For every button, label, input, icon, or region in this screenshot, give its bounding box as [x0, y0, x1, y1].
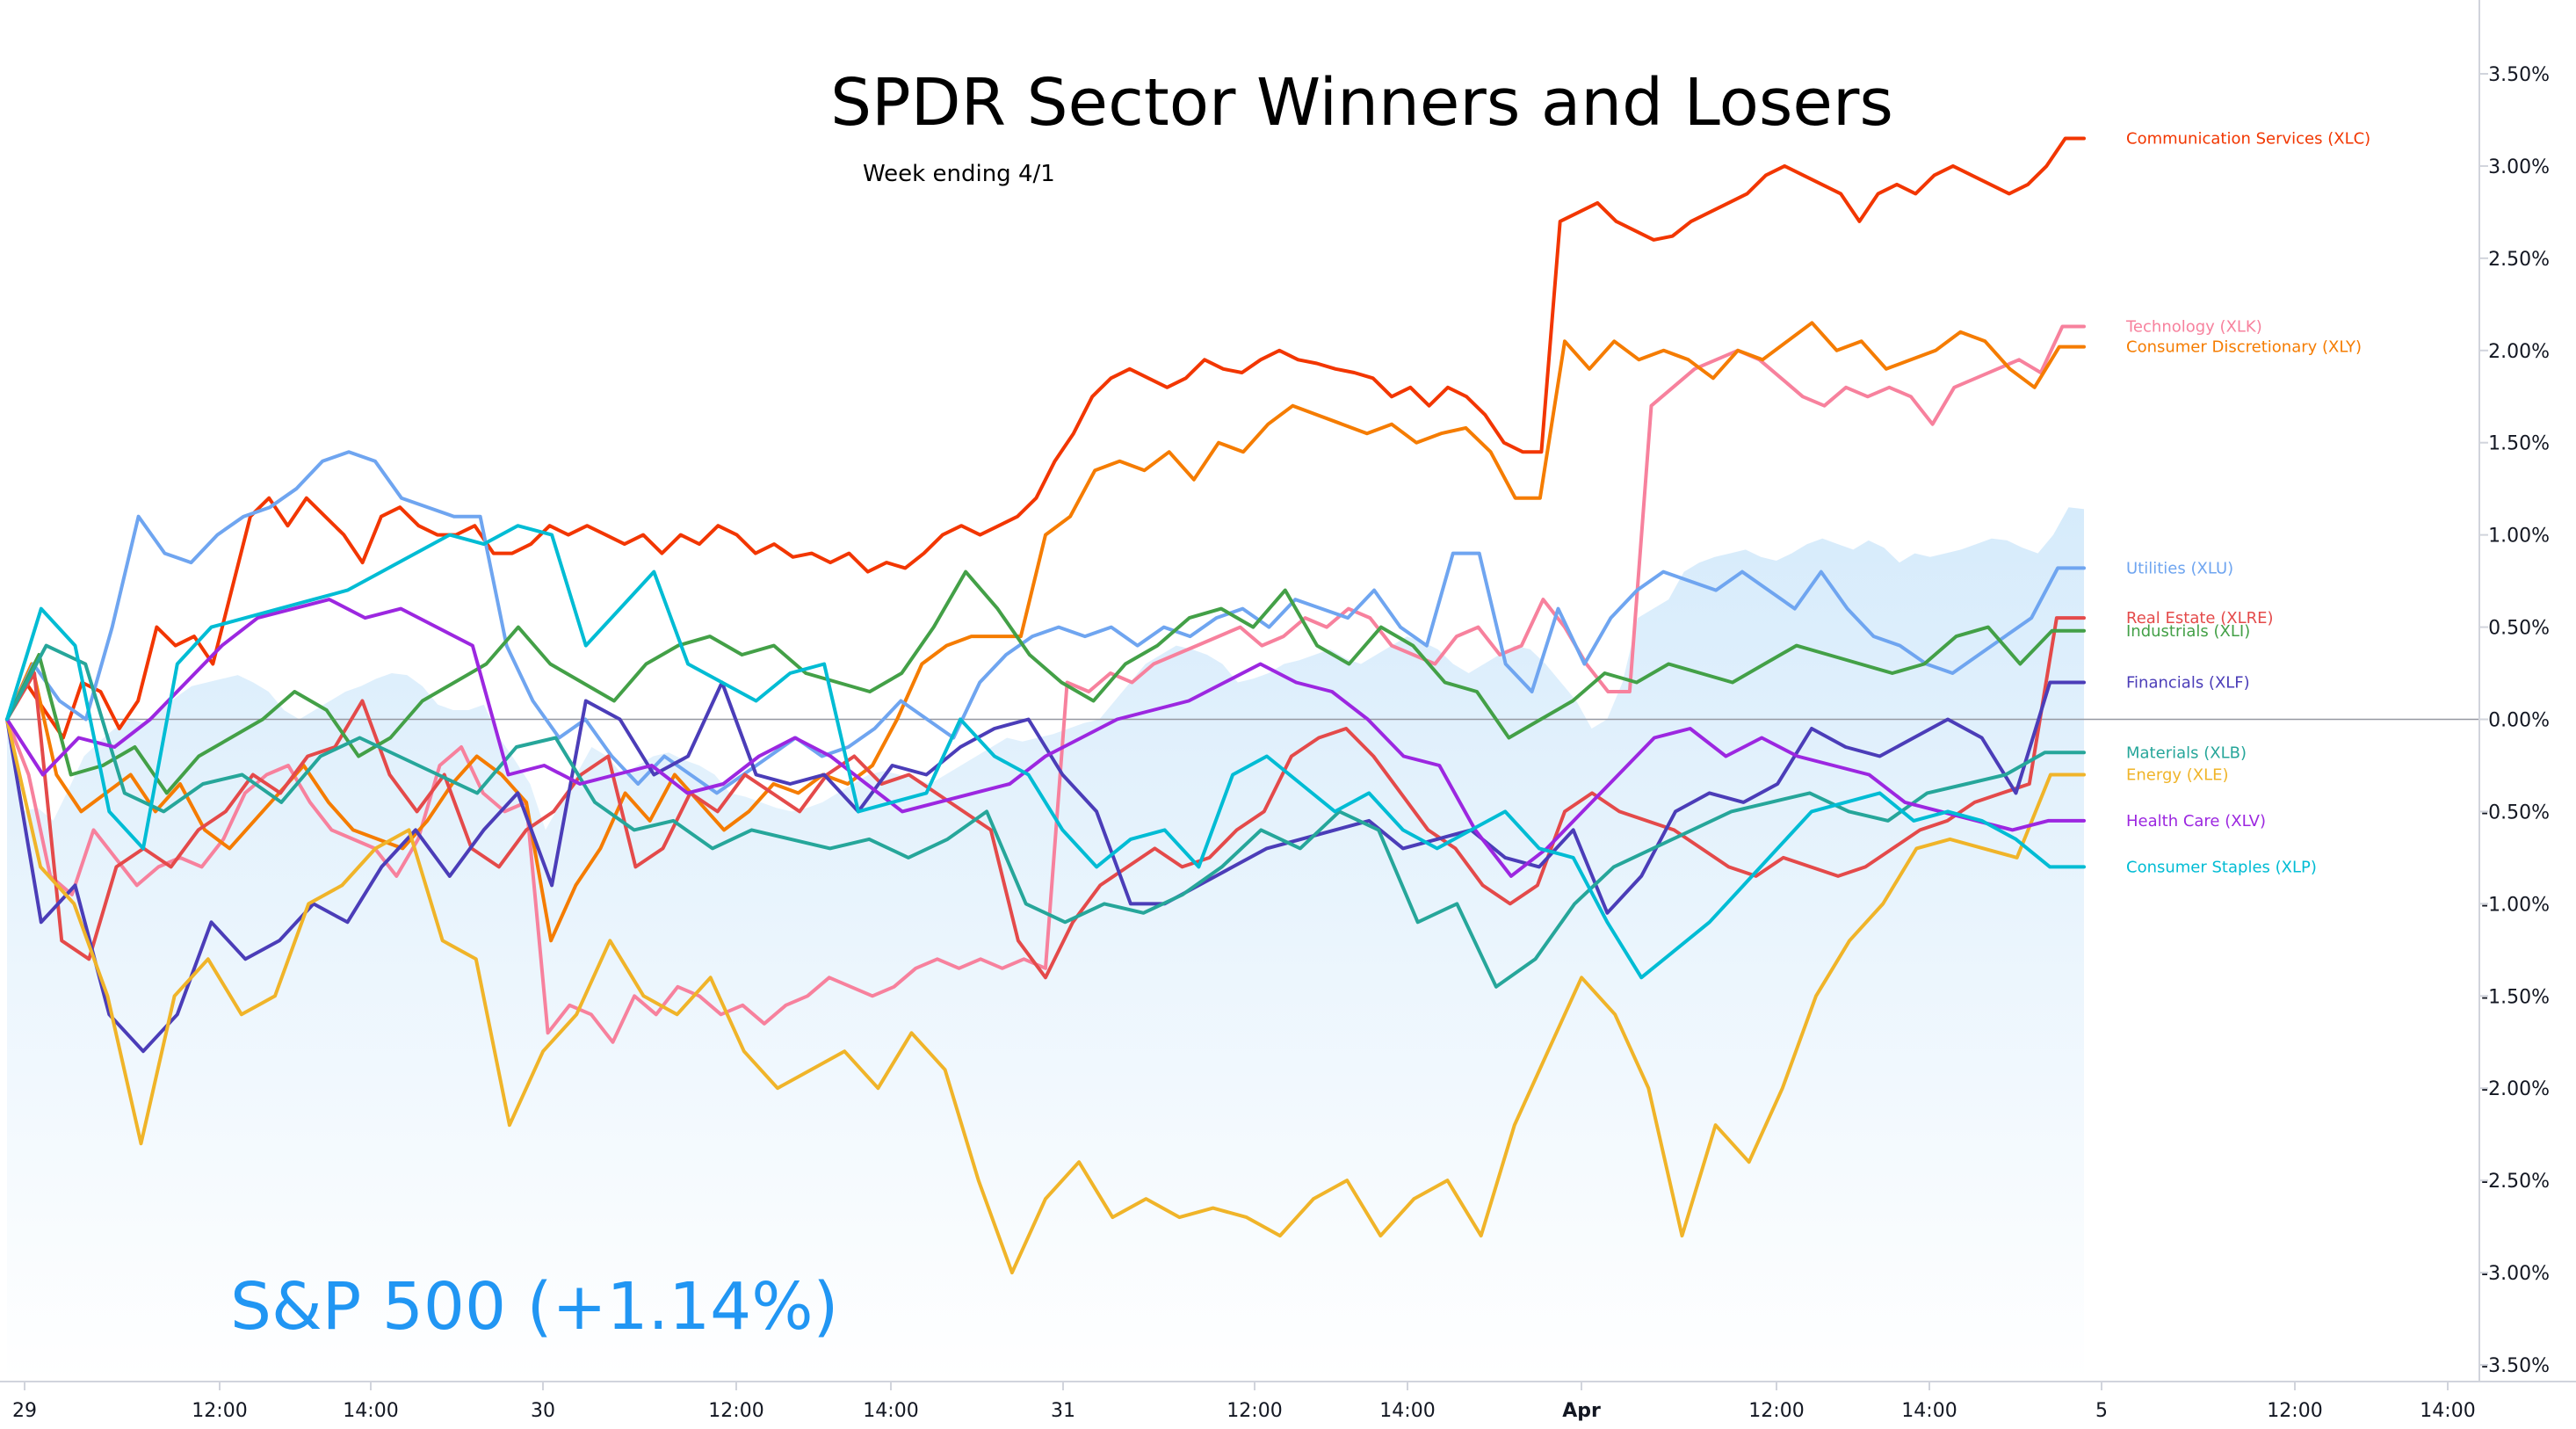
series-line-8	[5, 717, 2086, 1275]
x-tick-label-9: Apr	[1562, 1400, 1601, 1422]
series-line-2	[5, 321, 2086, 943]
x-tick-label-8: 14:00	[1379, 1400, 1435, 1422]
x-tick-label-2: 14:00	[343, 1400, 398, 1422]
y-tick-label-14: -3.50%	[2481, 1355, 2550, 1377]
y-tick-label-6: 0.50%	[2488, 618, 2550, 640]
y-tick-label-3: 2.00%	[2488, 341, 2550, 363]
series-line-6	[5, 680, 2086, 1054]
x-tick-label-3: 30	[531, 1400, 555, 1422]
chart-subtitle: Week ending 4/1	[863, 161, 1055, 187]
y-tick-label-13: -3.00%	[2481, 1263, 2550, 1285]
series-line-3	[5, 450, 2086, 795]
x-tick-label-5: 14:00	[863, 1400, 918, 1422]
x-tick-label-1: 12:00	[192, 1400, 247, 1422]
series-label-5: Industrials (XLI)	[2126, 622, 2250, 641]
y-tick-label-0: 3.50%	[2488, 64, 2550, 86]
y-tick-label-7: 0.00%	[2488, 710, 2550, 732]
y-tick-label-11: -2.00%	[2481, 1078, 2550, 1100]
x-tick-label-12: 5	[2095, 1400, 2108, 1422]
series-label-6: Financials (XLF)	[2126, 674, 2250, 693]
x-tick-label-11: 14:00	[1901, 1400, 1957, 1422]
x-tick-label-10: 12:00	[1748, 1400, 1804, 1422]
series-label-4: Real Estate (XLRE)	[2126, 609, 2274, 627]
chart-title: SPDR Sector Winners and Losers	[830, 65, 1893, 141]
series-line-10	[5, 524, 2086, 980]
series-line-0	[5, 136, 2086, 740]
benchmark-area	[7, 507, 2084, 1382]
y-tick-label-4: 1.50%	[2488, 433, 2550, 455]
y-tick-label-5: 1.00%	[2488, 526, 2550, 548]
series-label-7: Materials (XLB)	[2126, 744, 2247, 762]
y-tick-label-12: -2.50%	[2481, 1171, 2550, 1193]
series-label-9: Health Care (XLV)	[2126, 812, 2266, 831]
benchmark-label: S&P 500 (+1.14%)	[230, 1269, 838, 1345]
series-label-0: Communication Services (XLC)	[2126, 129, 2370, 148]
series-label-10: Consumer Staples (XLP)	[2126, 858, 2317, 876]
x-tick-label-4: 12:00	[708, 1400, 763, 1422]
y-tick-label-8: -0.50%	[2481, 802, 2550, 823]
series-line-7	[5, 643, 2086, 989]
x-tick-label-0: 29	[12, 1400, 37, 1422]
x-tick-label-13: 12:00	[2267, 1400, 2322, 1422]
series-label-2: Consumer Discretionary (XLY)	[2126, 338, 2362, 357]
y-tick-label-9: -1.00%	[2481, 894, 2550, 916]
series-line-9	[5, 598, 2086, 878]
y-tick-label-10: -1.50%	[2481, 986, 2550, 1008]
x-tick-label-7: 12:00	[1226, 1400, 1282, 1422]
x-tick-label-6: 31	[1051, 1400, 1075, 1422]
series-line-4	[5, 616, 2086, 980]
series-label-1: Technology (XLK)	[2125, 318, 2262, 337]
y-tick-label-1: 3.00%	[2488, 156, 2550, 178]
series-label-8: Energy (XLE)	[2126, 765, 2229, 784]
series-line-5	[5, 569, 2086, 795]
x-tick-label-14: 14:00	[2420, 1400, 2475, 1422]
y-tick-label-2: 2.50%	[2488, 249, 2550, 271]
series-label-3: Utilities (XLU)	[2126, 559, 2233, 577]
